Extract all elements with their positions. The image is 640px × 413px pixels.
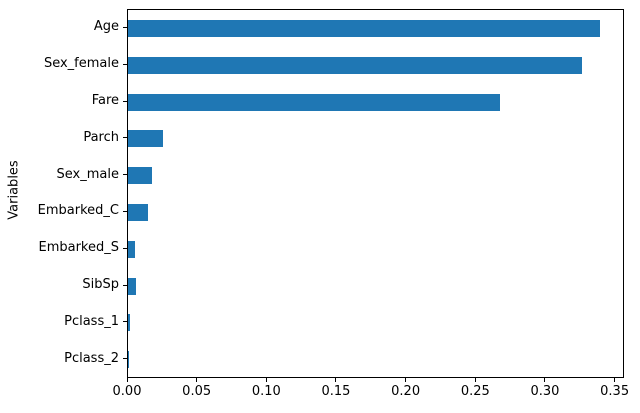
x-tick-label: 0.35 [600, 384, 630, 399]
x-tick-mark [335, 378, 337, 382]
y-tick-mark [123, 247, 127, 249]
x-tick-mark [265, 378, 267, 382]
bar-age [128, 19, 601, 37]
y-tick-mark [123, 284, 127, 286]
bar-sex_female [128, 56, 583, 74]
y-tick-label: Fare [91, 93, 119, 108]
y-tick-mark [123, 63, 127, 65]
x-tick-mark [405, 378, 407, 382]
y-tick-mark [123, 210, 127, 212]
x-tick-label: 0.30 [530, 384, 560, 399]
y-tick-label: Sex_male [56, 166, 119, 182]
x-tick-mark [614, 378, 616, 382]
y-tick-mark [123, 26, 127, 28]
x-tick-mark [544, 378, 546, 382]
bar-parch [128, 130, 163, 148]
y-tick-label: Embarked_S [38, 240, 119, 256]
x-tick-label: 0.20 [391, 384, 421, 399]
x-tick-label: 0.10 [251, 384, 281, 399]
y-tick-mark [123, 137, 127, 139]
y-tick-label: SibSp [82, 277, 119, 292]
x-tick-label: 0.15 [321, 384, 351, 399]
bar-fare [128, 93, 500, 111]
bar-sex_male [128, 167, 152, 185]
x-tick-mark [474, 378, 476, 382]
x-tick-label: 0.05 [182, 384, 212, 399]
y-tick-mark [123, 100, 127, 102]
y-tick-label: Embarked_C [37, 203, 119, 219]
y-tick-label: Pclass_2 [64, 350, 119, 366]
y-tick-label: Pclass_1 [64, 313, 119, 329]
x-tick-mark [196, 378, 198, 382]
bar-embarked_c [128, 203, 148, 221]
y-tick-mark [123, 174, 127, 176]
x-tick-mark [126, 378, 128, 382]
y-tick-label: Parch [83, 129, 119, 145]
bar-embarked_s [128, 240, 135, 258]
x-tick-label: 0.00 [112, 384, 142, 399]
x-tick-label: 0.25 [460, 384, 490, 399]
bar-pclass_1 [128, 314, 131, 332]
y-tick-label: Sex_female [43, 56, 119, 72]
plot-area [127, 9, 624, 378]
y-tick-label: Age [93, 19, 119, 35]
y-tick-mark [123, 321, 127, 323]
y-tick-mark [123, 358, 127, 360]
bar-sibsp [128, 277, 137, 295]
